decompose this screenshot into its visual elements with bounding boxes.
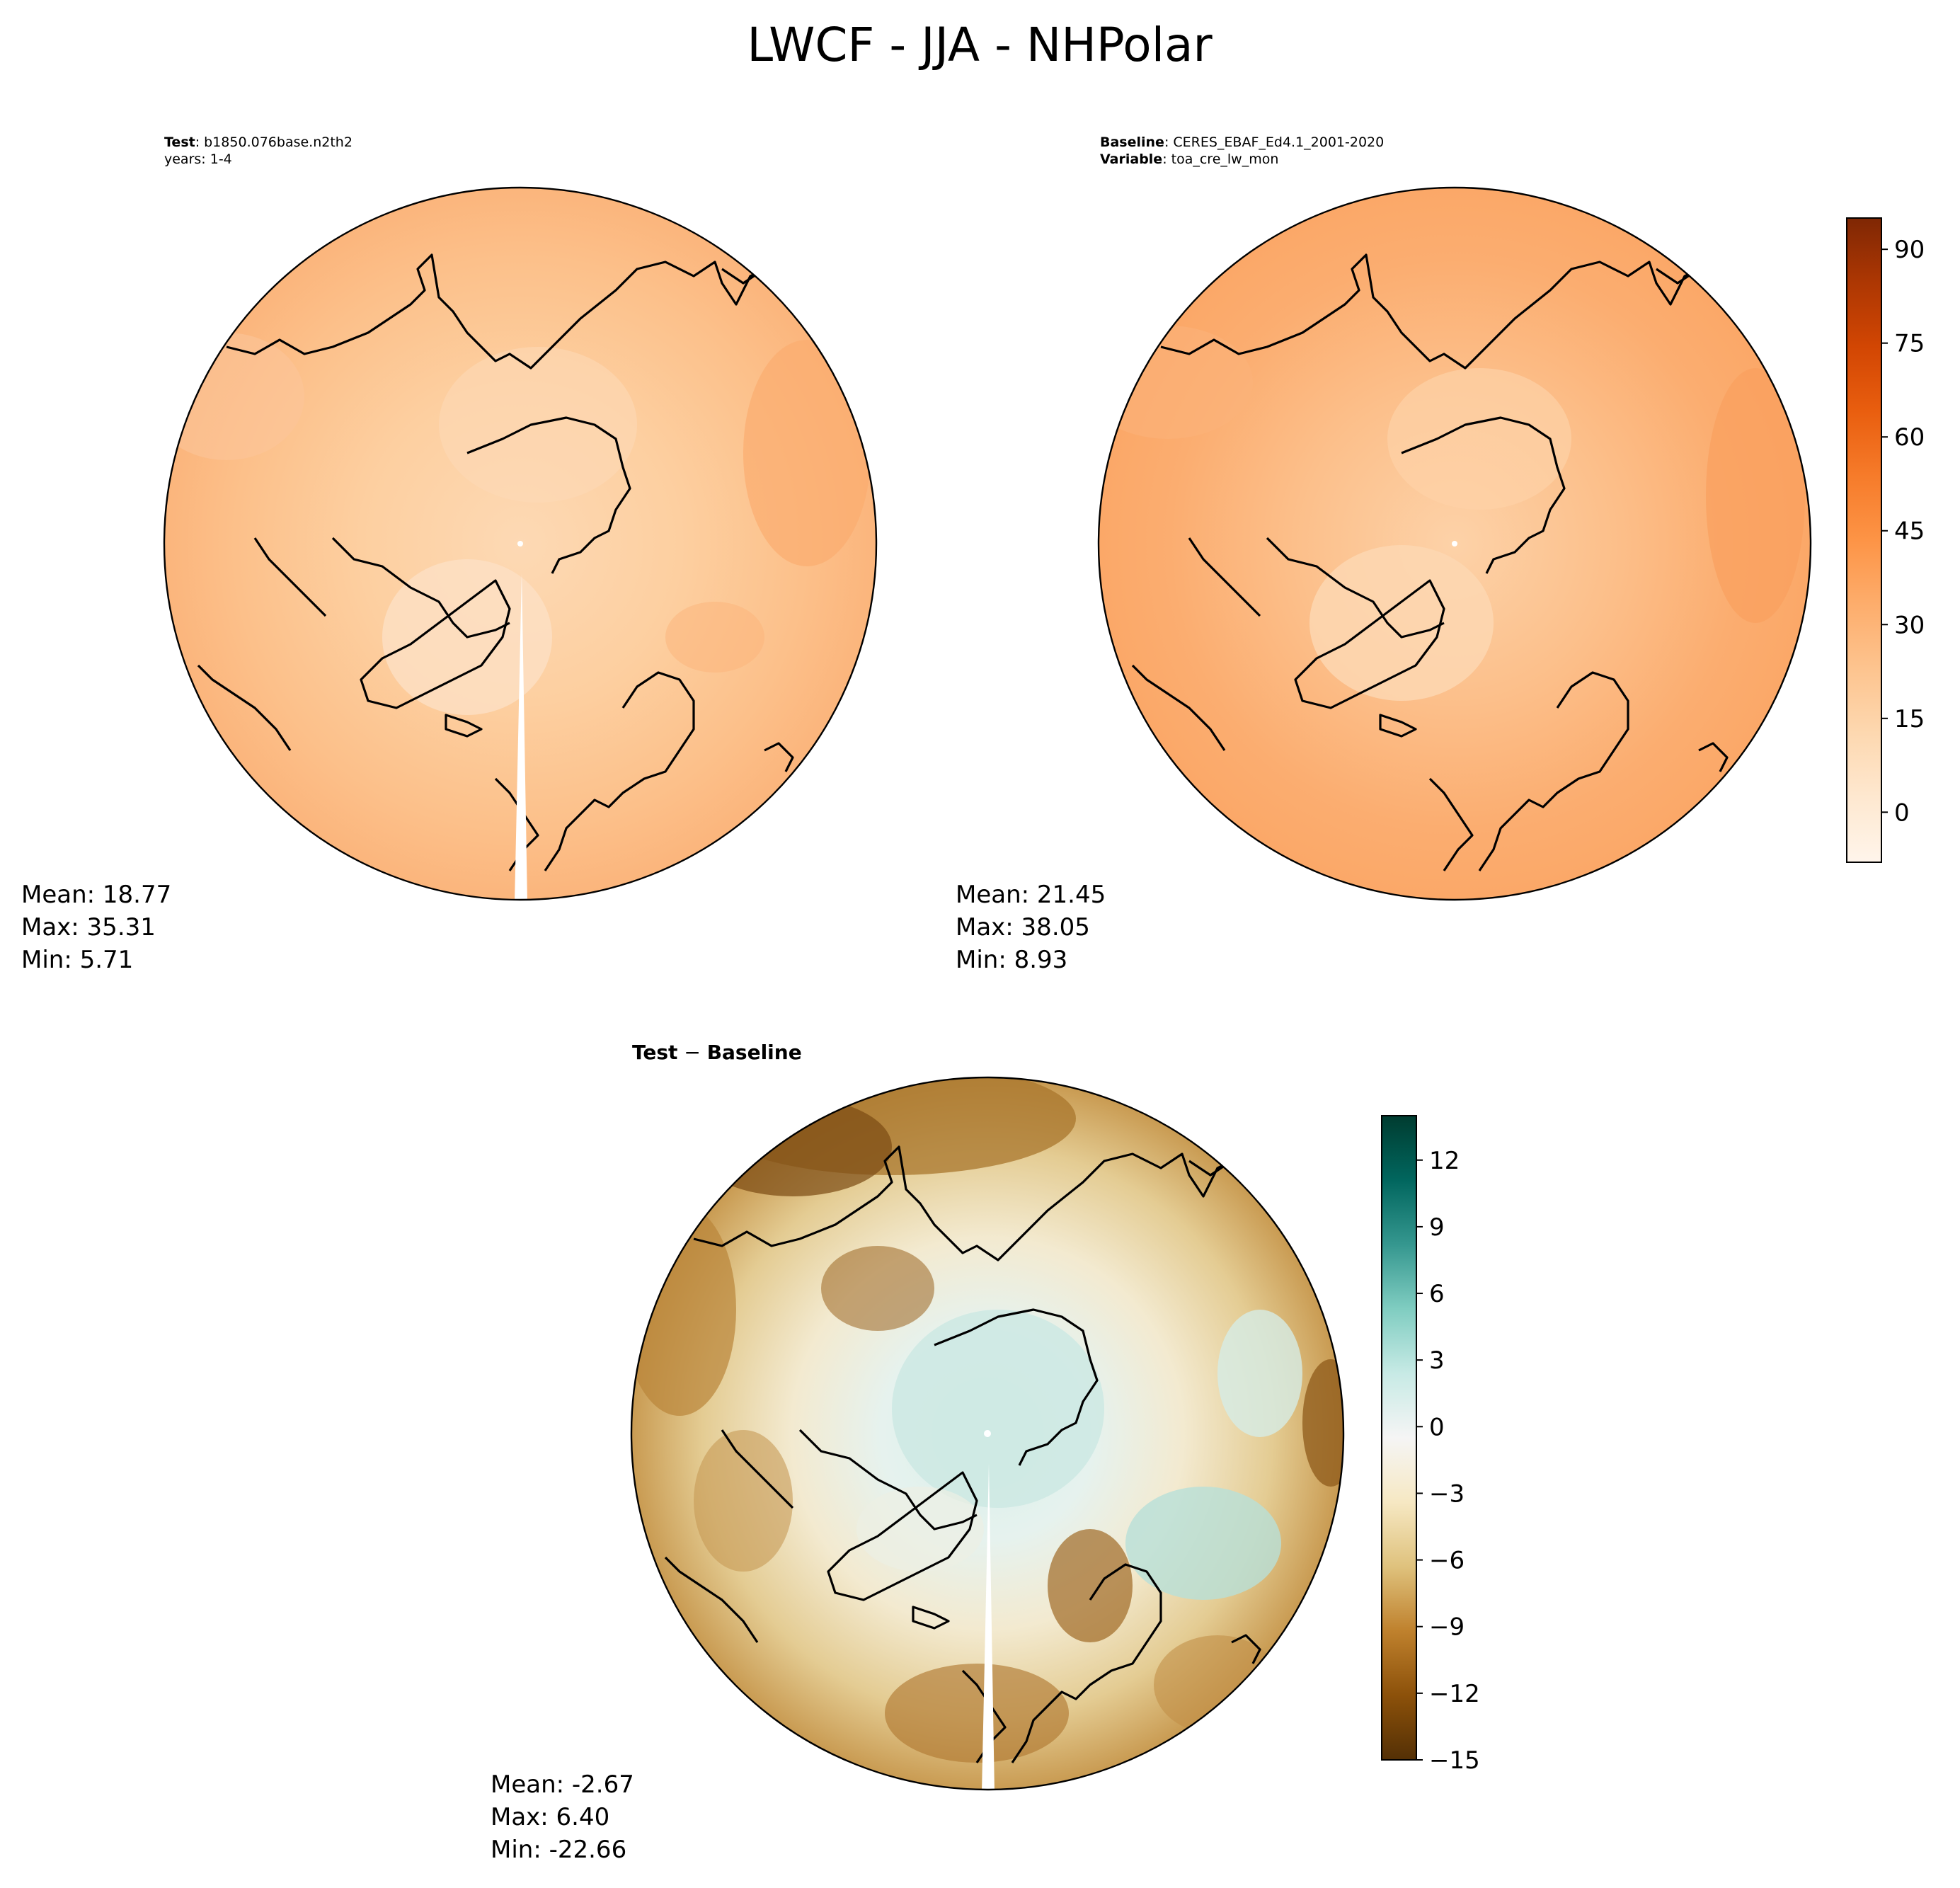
test-stat-mean: Mean: 18.77 [21, 881, 171, 909]
colorbar-bottom-tick-label: −9 [1429, 1613, 1465, 1642]
colorbar-top-tick-label: 60 [1894, 423, 1925, 452]
colorbar-top-tick-label: 75 [1894, 330, 1925, 358]
colorbar-top-tick-label: 45 [1894, 517, 1925, 546]
colorbar-bottom-tick-label: −3 [1429, 1480, 1465, 1508]
test-stats: Mean: 18.77 Max: 35.31 Min: 5.71 [21, 881, 171, 974]
baseline-stat-min: Min: 8.93 [956, 946, 1067, 974]
baseline-label: Baseline: CERES_EBAF_Ed4.1_2001-2020 [1100, 135, 1384, 150]
colorbar-top-frame [1846, 217, 1882, 863]
baseline-variable-text: : toa_cre_lw_mon [1162, 151, 1278, 167]
test-map [164, 188, 876, 900]
colorbar-bottom-tick-label: 12 [1429, 1147, 1460, 1175]
diff-label: Test − Baseline [632, 1041, 802, 1064]
colorbar-top-tick-label: 90 [1894, 236, 1925, 264]
figure-title: LWCF - JJA - NHPolar [747, 18, 1213, 72]
colorbar-top-fill [1847, 218, 1881, 862]
test-panel: Test: b1850.076base.n2th2 years: 1-4 [21, 135, 878, 974]
baseline-stat-max: Max: 38.05 [956, 913, 1090, 942]
colorbar-bottom-tick-label: −12 [1429, 1680, 1480, 1708]
test-label: Test: b1850.076base.n2th2 [164, 135, 353, 150]
baseline-label-bold: Baseline [1100, 135, 1164, 150]
baseline-variable-bold: Variable [1100, 151, 1162, 167]
baseline-stats: Mean: 21.45 Max: 38.05 Min: 8.93 [956, 881, 1106, 974]
baseline-map [1099, 188, 1811, 900]
colorbar-bottom: 12 9 6 3 0 −3 −6 −9 −12 −15 [1381, 1115, 1480, 1775]
diff-stat-min: Min: -22.66 [491, 1836, 626, 1864]
colorbar-top-tick-label: 30 [1894, 611, 1925, 639]
colorbar-bottom-fill [1382, 1116, 1416, 1760]
diff-panel: Test − Baseline [491, 1041, 1345, 1864]
test-stat-min: Min: 5.71 [21, 946, 133, 974]
test-label-bold: Test [164, 135, 195, 150]
baseline-map-boundary [1097, 186, 1812, 901]
colorbar-bottom-frame [1381, 1115, 1417, 1761]
diff-stats: Mean: -2.67 Max: 6.40 Min: -22.66 [491, 1770, 634, 1864]
colorbar-bottom-tick-label: 0 [1429, 1413, 1445, 1441]
test-years: years: 1-4 [164, 151, 232, 167]
diff-label-sep: − [677, 1041, 706, 1064]
diff-map-boundary [630, 1076, 1345, 1791]
colorbar-top-tick-label: 15 [1894, 705, 1925, 733]
baseline-stat-mean: Mean: 21.45 [956, 881, 1106, 909]
diff-stat-mean: Mean: -2.67 [491, 1770, 634, 1799]
baseline-panel: Baseline: CERES_EBAF_Ed4.1_2001-2020 Var… [956, 135, 1812, 974]
baseline-variable: Variable: toa_cre_lw_mon [1100, 151, 1278, 167]
test-map-boundary [163, 186, 878, 901]
colorbar-top: 90 75 60 45 30 15 0 [1846, 217, 1925, 863]
colorbar-bottom-tick-label: 9 [1429, 1213, 1445, 1242]
baseline-label-text: : CERES_EBAF_Ed4.1_2001-2020 [1164, 135, 1384, 150]
test-stat-max: Max: 35.31 [21, 913, 156, 942]
diff-label-test: Test [632, 1041, 677, 1064]
diff-map [631, 1077, 1343, 1790]
colorbar-bottom-tick-label: 3 [1429, 1346, 1445, 1375]
colorbar-bottom-tick-label: −6 [1429, 1547, 1465, 1575]
colorbar-top-tick-label: 0 [1894, 799, 1910, 827]
diff-label-baseline: Baseline [707, 1041, 802, 1064]
diff-stat-max: Max: 6.40 [491, 1803, 609, 1831]
test-label-text: : b1850.076base.n2th2 [195, 135, 353, 150]
colorbar-bottom-tick-label: −15 [1429, 1746, 1480, 1775]
colorbar-bottom-tick-label: 6 [1429, 1280, 1445, 1308]
